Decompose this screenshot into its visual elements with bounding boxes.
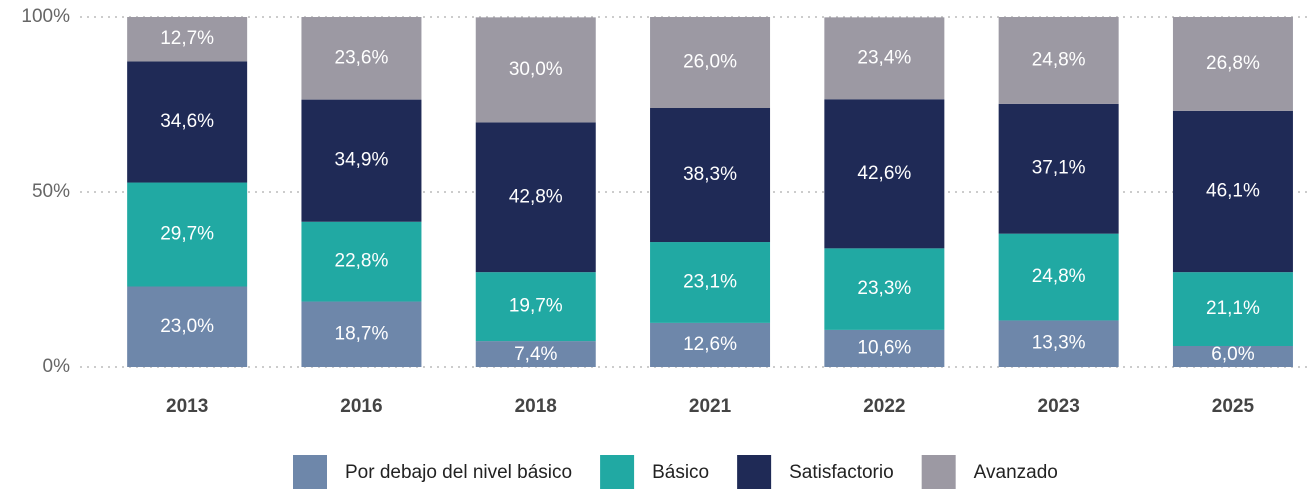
bar-segment bbox=[998, 17, 1119, 104]
value-label: 10,6% bbox=[857, 337, 911, 358]
value-label: 46,1% bbox=[1206, 180, 1260, 201]
value-label: 19,7% bbox=[509, 296, 563, 317]
value-label: 26,0% bbox=[683, 52, 737, 73]
value-label: 26,8% bbox=[1206, 53, 1260, 74]
x-tick-label: 2013 bbox=[166, 396, 208, 417]
value-label: 18,7% bbox=[335, 323, 389, 344]
value-label: 12,7% bbox=[160, 28, 214, 49]
x-tick-label: 2016 bbox=[340, 396, 382, 417]
bar-segment bbox=[650, 322, 771, 367]
x-tick-label: 2022 bbox=[863, 396, 905, 417]
value-label: 23,6% bbox=[335, 47, 389, 68]
bar-segment bbox=[301, 17, 422, 100]
value-label: 29,7% bbox=[160, 224, 214, 245]
value-label: 21,1% bbox=[1206, 298, 1260, 319]
value-label: 23,3% bbox=[857, 278, 911, 299]
bar-segment bbox=[127, 61, 248, 183]
bar-segment bbox=[998, 103, 1119, 234]
x-tick-label: 2025 bbox=[1212, 396, 1255, 417]
bar-segment bbox=[1172, 346, 1293, 367]
legend-label: Avanzado bbox=[974, 462, 1058, 483]
legend-label: Básico bbox=[652, 462, 709, 483]
value-label: 22,8% bbox=[335, 251, 389, 272]
bar-segment bbox=[301, 221, 422, 302]
value-label: 34,9% bbox=[335, 150, 389, 171]
bar-segment bbox=[824, 329, 945, 367]
value-label: 12,6% bbox=[683, 334, 737, 355]
value-label: 34,6% bbox=[160, 111, 214, 132]
value-label: 24,8% bbox=[1032, 266, 1086, 287]
value-label: 6,0% bbox=[1211, 344, 1254, 365]
bar-segment bbox=[127, 286, 248, 367]
value-label: 23,4% bbox=[857, 47, 911, 68]
value-label: 42,6% bbox=[857, 163, 911, 184]
bar-segment bbox=[475, 17, 596, 123]
value-label: 30,0% bbox=[509, 59, 563, 80]
value-label: 42,8% bbox=[509, 186, 563, 207]
bar-segment bbox=[824, 248, 945, 330]
bar-segment bbox=[824, 99, 945, 249]
legend-label: Por debajo del nivel básico bbox=[345, 462, 572, 483]
x-tick-label: 2018 bbox=[515, 396, 557, 417]
value-label: 7,4% bbox=[514, 344, 557, 365]
value-label: 38,3% bbox=[683, 164, 737, 185]
legend-swatch bbox=[737, 455, 772, 489]
bar-segment bbox=[127, 17, 248, 62]
bar-segment bbox=[650, 242, 771, 323]
bar-segment bbox=[998, 233, 1119, 321]
bar-segment bbox=[824, 17, 945, 100]
bar-segment bbox=[1172, 110, 1293, 273]
y-tick-label: 50% bbox=[32, 181, 70, 202]
bar-segment bbox=[301, 99, 422, 222]
legend-label: Satisfactorio bbox=[789, 462, 894, 483]
bar-segment bbox=[650, 108, 771, 243]
bar-segment bbox=[127, 182, 248, 287]
y-tick-label: 0% bbox=[43, 356, 71, 377]
value-label: 24,8% bbox=[1032, 49, 1086, 70]
legend-swatch bbox=[600, 455, 635, 489]
y-tick-label: 100% bbox=[21, 6, 70, 27]
bar-segment bbox=[475, 341, 596, 367]
value-label: 23,0% bbox=[160, 316, 214, 337]
legend-swatch bbox=[921, 455, 956, 489]
bar-segment bbox=[650, 17, 771, 108]
legend-swatch bbox=[293, 455, 327, 489]
value-label: 13,3% bbox=[1032, 333, 1086, 354]
bar-segment bbox=[1172, 17, 1293, 111]
bar-segment bbox=[301, 301, 422, 367]
value-label: 37,1% bbox=[1032, 158, 1086, 179]
bar-segment bbox=[475, 272, 596, 342]
bar-segment bbox=[1172, 272, 1293, 346]
x-tick-label: 2021 bbox=[689, 396, 732, 417]
bar-segment bbox=[475, 122, 596, 273]
x-tick-label: 2023 bbox=[1038, 396, 1080, 417]
bar-segment bbox=[998, 320, 1119, 367]
value-label: 23,1% bbox=[683, 271, 737, 292]
